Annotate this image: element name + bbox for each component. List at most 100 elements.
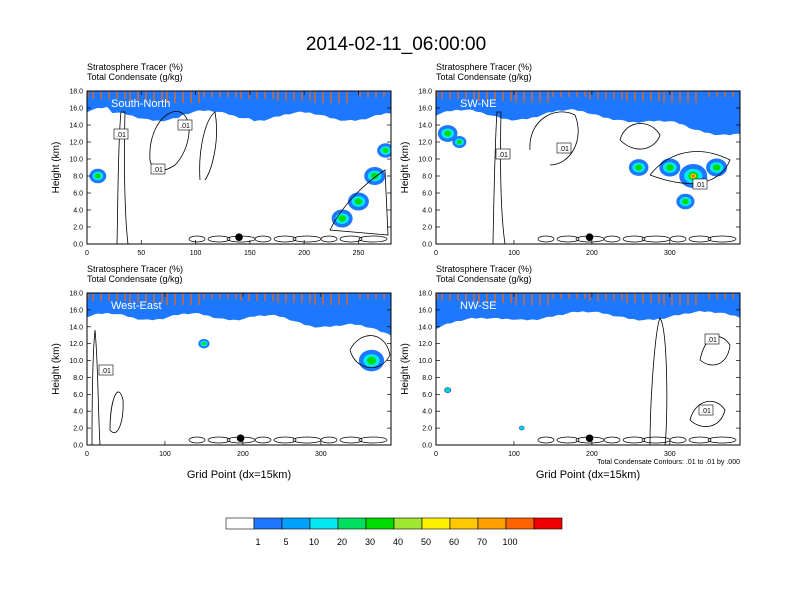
- tracer-streak: [695, 91, 697, 103]
- colorbar-label: 50: [421, 537, 431, 547]
- condensate-contour: [91, 329, 101, 445]
- tracer-streak: [552, 91, 554, 97]
- contour-label-box: [177, 119, 193, 131]
- condensate-contour: [689, 400, 726, 427]
- tracer-streak: [87, 293, 89, 299]
- tracer-streak: [473, 91, 475, 99]
- tracer-streak: [211, 91, 213, 97]
- tracer-streak: [605, 91, 607, 99]
- tracer-streak: [219, 91, 221, 97]
- tracer-streak: [597, 91, 599, 99]
- tracer-blob: [712, 164, 721, 171]
- y-axis-label: Height (km): [51, 142, 62, 194]
- panel-west-east: .01 West-East Stratosphere Tracer (%)Total…: [51, 264, 392, 481]
- colorbar-swatch: [253, 517, 283, 530]
- tracer-streak: [264, 293, 266, 301]
- tracer-streak: [457, 293, 459, 301]
- tracer-streak: [539, 293, 541, 305]
- tracer-streak: [330, 293, 332, 305]
- y-tick-label: 6.0: [73, 191, 83, 198]
- contour-label-box: [692, 178, 708, 190]
- colorbar-label: 60: [449, 537, 459, 547]
- condensate-contour: [603, 235, 621, 243]
- y-tick-label: 2.0: [73, 426, 83, 433]
- tracer-streak: [203, 91, 205, 97]
- tracer-streak: [330, 91, 332, 103]
- location-marker: [235, 233, 243, 241]
- y-tick-label: 8.0: [73, 174, 83, 181]
- tracer-streak: [124, 293, 126, 301]
- tracer-streak: [322, 293, 324, 305]
- tracer-streak: [732, 91, 734, 97]
- condensate-contour: [358, 235, 388, 243]
- tracer-streak: [375, 293, 377, 299]
- colorbar-swatch: [505, 517, 535, 530]
- condensate-contour: [707, 235, 737, 243]
- tracer-streak: [314, 91, 316, 103]
- left-title-tracer: Stratosphere Tracer (%): [436, 62, 532, 72]
- condensate-contour: [537, 436, 555, 444]
- condensate-contour: [556, 235, 580, 243]
- tracer-streak: [285, 91, 287, 101]
- tracer-streak: [486, 293, 488, 303]
- tracer-blob: [456, 139, 462, 145]
- tracer-streak: [145, 293, 147, 303]
- contour-info: Total Condensate Contours: .01 to .01 by…: [597, 459, 740, 466]
- colorbar-label: 70: [477, 537, 487, 547]
- tracer-streak: [687, 293, 689, 305]
- panel-label: West-East: [111, 300, 162, 312]
- colorbar-label: 20: [337, 537, 347, 547]
- tracer-streak: [248, 91, 250, 99]
- left-title-condensate: Total Condensate (g/kg): [436, 72, 532, 82]
- panel-label: NW-SE: [460, 300, 496, 312]
- x-tick-label: 100: [508, 451, 520, 458]
- y-tick-label: 18.0: [69, 291, 83, 298]
- x-tick-label: 200: [586, 451, 598, 458]
- tracer-blob: [520, 427, 523, 429]
- condensate-contour: [688, 235, 712, 243]
- y-tick-label: 18.0: [418, 89, 432, 96]
- tracer-streak: [531, 293, 533, 305]
- x-tick-label: 50: [137, 250, 145, 257]
- colorbar-swatch: [449, 517, 479, 530]
- y-tick-label: 0.0: [422, 443, 432, 450]
- condensate-contour: [537, 235, 555, 243]
- x-tick-label: 100: [508, 250, 520, 257]
- tracer-streak: [198, 91, 200, 103]
- tracer-streak: [708, 293, 710, 299]
- colorbar-label: 40: [393, 537, 403, 547]
- tracer-streak: [100, 293, 102, 301]
- x-tick-label: 150: [244, 250, 256, 257]
- colorbar-label: 5: [283, 537, 288, 547]
- tracer-streak: [441, 91, 443, 99]
- tracer-streak: [589, 293, 591, 301]
- plot-area: [436, 293, 740, 445]
- tracer-streak: [613, 91, 615, 99]
- condensate-contour: [207, 436, 231, 444]
- contour-label-box: [113, 128, 129, 140]
- tracer-streak: [576, 293, 578, 299]
- tracer-streak: [494, 293, 496, 303]
- condensate-contour: [329, 169, 389, 236]
- tracer-streak: [108, 91, 110, 99]
- tracer-streak: [486, 91, 488, 101]
- tracer-blob: [367, 356, 376, 365]
- y-tick-label: 6.0: [73, 392, 83, 399]
- left-title-tracer: Stratosphere Tracer (%): [87, 62, 183, 72]
- tracer-streak: [227, 91, 229, 97]
- tracer-streak: [145, 91, 147, 101]
- tracer-streak: [235, 293, 237, 299]
- x-tick-label: 0: [434, 250, 438, 257]
- tracer-streak: [531, 91, 533, 103]
- contour-label-box: [495, 148, 511, 160]
- plot-area: [87, 293, 391, 445]
- colorbar-swatch: [337, 517, 367, 530]
- tracer-streak: [166, 293, 168, 305]
- tracer-streak: [589, 91, 591, 99]
- tracer-streak: [256, 293, 258, 301]
- tracer-streak: [235, 91, 237, 97]
- y-tick-label: 6.0: [422, 392, 432, 399]
- condensate-contour: [320, 436, 338, 444]
- contour-label: .01: [180, 123, 190, 130]
- condensate-contour: [339, 235, 363, 243]
